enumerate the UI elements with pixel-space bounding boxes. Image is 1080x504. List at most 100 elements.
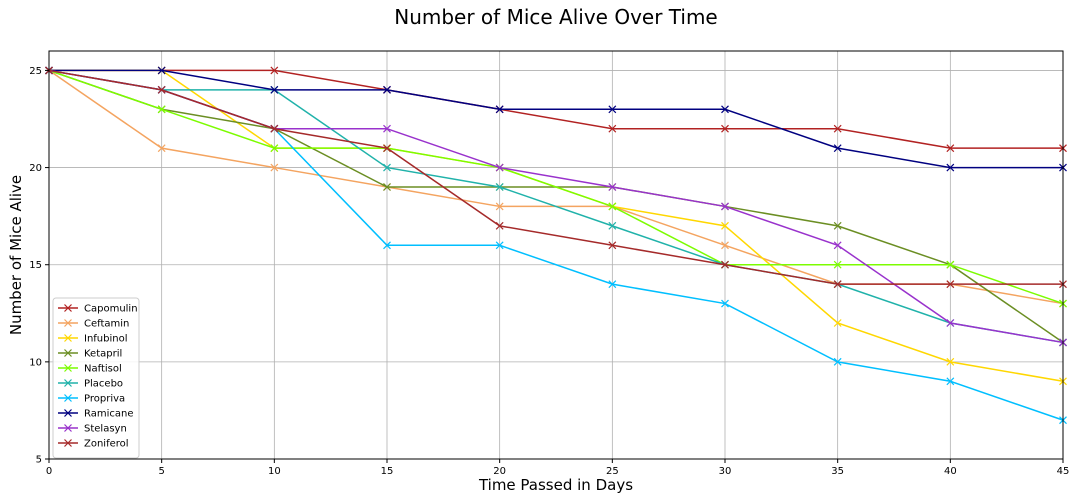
data-point xyxy=(383,144,391,153)
series-infubinol xyxy=(45,66,1067,386)
data-point xyxy=(721,202,729,211)
legend-label: Ramicane xyxy=(84,409,134,420)
legend-item-placebo: Placebo xyxy=(58,379,123,390)
data-point xyxy=(608,241,617,250)
y-axis-label: Number of Mice Alive xyxy=(7,175,25,335)
data-point xyxy=(946,260,955,269)
y-tick-label: 25 xyxy=(29,66,42,77)
data-point xyxy=(946,163,955,172)
data-point xyxy=(833,319,842,327)
legend-item-ketapril: Ketapril xyxy=(58,349,122,360)
x-tick-label: 40 xyxy=(944,466,957,477)
x-tick-label: 25 xyxy=(606,466,619,477)
series-layer xyxy=(45,66,1067,425)
y-tick-label: 5 xyxy=(36,455,42,466)
data-point xyxy=(270,66,279,75)
legend-item-propriva: Propriva xyxy=(58,394,125,405)
series-zoniferol xyxy=(45,66,1067,289)
x-tick-label: 0 xyxy=(46,466,52,477)
data-point xyxy=(946,377,955,386)
legend-label: Ceftamin xyxy=(84,319,129,330)
legend-marker xyxy=(64,349,72,357)
legend-item-zoniferol: Zoniferol xyxy=(58,439,129,450)
legend-marker xyxy=(64,364,72,372)
data-point xyxy=(495,241,504,250)
data-point xyxy=(495,183,504,191)
y-tick-label: 10 xyxy=(29,357,42,368)
legend-marker xyxy=(64,379,72,387)
x-tick-label: 35 xyxy=(831,466,844,477)
legend-label: Capomulin xyxy=(84,304,138,315)
x-tick-label: 10 xyxy=(268,466,281,477)
legend-label: Infubinol xyxy=(84,334,128,345)
legend-marker xyxy=(64,394,72,402)
x-tick-label: 30 xyxy=(719,466,732,477)
data-point xyxy=(946,280,955,289)
legend-label: Propriva xyxy=(84,394,125,405)
x-axis: 0 5 10 15 20 25 30 35 40 45 xyxy=(46,459,1070,477)
data-point xyxy=(721,105,729,114)
data-point xyxy=(157,144,166,153)
data-point xyxy=(833,280,842,289)
legend-item-capomulin: Capomulin xyxy=(58,304,138,315)
series-line-capomulin xyxy=(49,69,1063,149)
series-propriva xyxy=(45,66,1067,425)
legend-marker xyxy=(64,319,72,327)
data-point xyxy=(721,299,729,308)
legend-marker xyxy=(64,304,72,312)
data-point xyxy=(608,183,617,191)
data-point xyxy=(383,241,391,250)
data-point xyxy=(495,105,504,114)
data-point xyxy=(833,144,842,153)
plot-frame xyxy=(48,50,1064,460)
y-tick-label: 20 xyxy=(29,163,42,174)
data-point xyxy=(383,183,391,191)
y-axis: 5 10 15 20 25 xyxy=(29,66,49,466)
legend-marker xyxy=(64,439,72,447)
data-point xyxy=(721,221,729,230)
data-point xyxy=(608,280,617,289)
legend-label: Ketapril xyxy=(84,349,122,360)
data-point xyxy=(721,260,729,269)
data-point xyxy=(157,85,166,94)
legend-item-infubinol: Infubinol xyxy=(58,334,128,345)
legend-label: Zoniferol xyxy=(84,439,129,450)
x-tick-label: 20 xyxy=(493,466,506,477)
data-point xyxy=(270,144,279,153)
legend-item-ramicane: Ramicane xyxy=(58,409,134,420)
data-point xyxy=(608,124,617,133)
data-point xyxy=(270,85,279,94)
x-tick-label: 15 xyxy=(381,466,394,477)
data-point xyxy=(495,221,504,230)
x-tick-label: 45 xyxy=(1057,466,1070,477)
legend-marker xyxy=(64,424,72,432)
series-line-naftisol xyxy=(48,69,1064,305)
data-point xyxy=(383,124,391,133)
data-point xyxy=(833,221,842,230)
data-point xyxy=(157,105,166,114)
data-point xyxy=(383,163,391,172)
data-point xyxy=(270,163,279,172)
series-line-infubinol xyxy=(49,69,1064,383)
series-line-zoniferol xyxy=(48,69,1063,285)
legend-label: Stelasyn xyxy=(84,424,127,435)
data-point xyxy=(833,357,842,366)
x-axis-label: Time Passed in Days xyxy=(478,476,633,494)
data-point xyxy=(721,241,729,250)
data-point xyxy=(608,221,617,230)
data-point xyxy=(833,241,842,250)
chart-title: Number of Mice Alive Over Time xyxy=(394,5,718,29)
series-line-ramicane xyxy=(49,69,1063,169)
data-point xyxy=(833,260,842,269)
legend: Capomulin Ceftamin Infubinol Ketapril Naftis… xyxy=(52,297,140,459)
legend-marker xyxy=(64,334,72,342)
data-point xyxy=(946,144,955,153)
data-point xyxy=(495,163,504,172)
data-point xyxy=(270,124,279,133)
legend-marker xyxy=(64,409,72,417)
legend-item-naftisol: Naftisol xyxy=(58,364,122,375)
series-line-placebo xyxy=(48,69,1064,344)
legend-item-ceftamin: Ceftamin xyxy=(58,319,129,330)
